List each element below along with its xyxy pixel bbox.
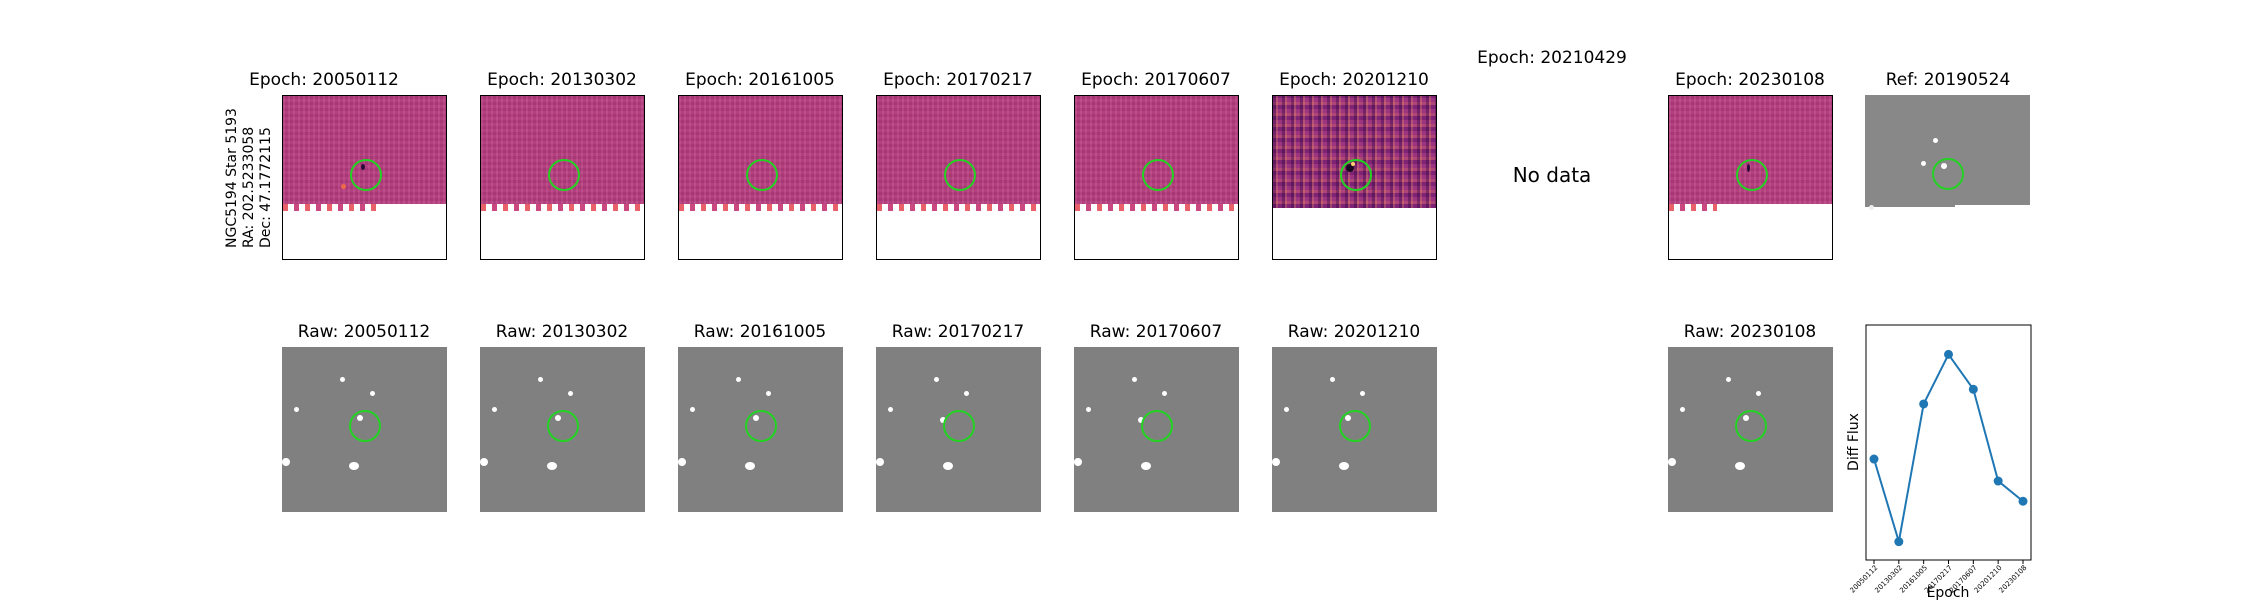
raw-title-2: Raw: 20130302 <box>495 322 629 342</box>
data-point <box>1968 384 1978 394</box>
diff-image-3 <box>678 95 843 260</box>
diff-title-1: Epoch: 20050112 <box>249 70 399 90</box>
diff-title-3: Epoch: 20161005 <box>685 70 835 90</box>
data-point <box>1919 399 1929 409</box>
diff-title-8: Epoch: 20230108 <box>1675 70 1825 90</box>
no-data-label: No data <box>1512 163 1592 187</box>
raw-title-3: Raw: 20161005 <box>693 322 827 342</box>
raw-title-5: Raw: 20170607 <box>1089 322 1223 342</box>
diff-title-7: Epoch: 20210429 <box>1477 48 1627 68</box>
data-point <box>1993 476 2003 486</box>
data-point <box>1894 537 1904 547</box>
raw-image-5 <box>1074 347 1239 512</box>
target-circle <box>944 159 976 191</box>
target-circle <box>1142 159 1174 191</box>
target-circle <box>548 159 580 191</box>
star-dec: Dec: 47.1772115 <box>258 127 274 248</box>
target-circle <box>943 410 975 442</box>
star-info-label: NGC5194 Star 5193 RA: 202.5233058 Dec: 4… <box>224 108 275 248</box>
x-axis-label: Epoch <box>1927 585 1970 600</box>
diff-image-8 <box>1668 95 1833 260</box>
ref-title: Ref: 20190524 <box>1885 70 2011 90</box>
y-axis-label: Diff Flux <box>1846 413 1862 471</box>
raw-image-3 <box>678 347 843 512</box>
target-circle <box>1932 158 1964 190</box>
raw-title-7: Raw: 20230108 <box>1683 322 1817 342</box>
diff-image-2 <box>480 95 645 260</box>
diff-image-4 <box>876 95 1041 260</box>
light-curve-chart: 2005011220130302201610052017021720170607… <box>1846 324 2032 600</box>
raw-image-2 <box>480 347 645 512</box>
data-point <box>1944 349 1953 359</box>
diff-title-6: Epoch: 20201210 <box>1279 70 1429 90</box>
raw-title-1: Raw: 20050112 <box>297 322 431 342</box>
star-ra: RA: 202.5233058 <box>241 126 257 248</box>
target-circle <box>1141 410 1173 442</box>
diff-title-5: Epoch: 20170607 <box>1081 70 1231 90</box>
target-circle <box>349 410 381 442</box>
series-line <box>1873 352 2024 542</box>
star-name: NGC5194 Star 5193 <box>224 108 240 248</box>
diff-image-5 <box>1074 95 1239 260</box>
target-circle <box>350 159 382 191</box>
target-circle <box>746 159 778 191</box>
target-circle <box>547 410 579 442</box>
diff-title-2: Epoch: 20130302 <box>487 70 637 90</box>
raw-image-1 <box>282 347 447 512</box>
raw-image-7 <box>1668 347 1833 512</box>
chart-axes-frame <box>1865 324 2032 561</box>
target-circle <box>745 410 777 442</box>
raw-title-4: Raw: 20170217 <box>891 322 1025 342</box>
raw-title-6: Raw: 20201210 <box>1287 322 1421 342</box>
ref-image <box>1865 95 2030 260</box>
raw-image-6 <box>1272 347 1437 512</box>
data-point <box>2018 496 2028 506</box>
target-circle <box>1736 159 1768 191</box>
target-circle <box>1339 410 1371 442</box>
data-point <box>1869 454 1879 464</box>
diff-title-4: Epoch: 20170217 <box>883 70 1033 90</box>
target-circle <box>1735 410 1767 442</box>
target-circle <box>1340 159 1372 191</box>
diff-image-6 <box>1272 95 1437 260</box>
diff-image-1 <box>282 95 447 260</box>
raw-image-4 <box>876 347 1041 512</box>
